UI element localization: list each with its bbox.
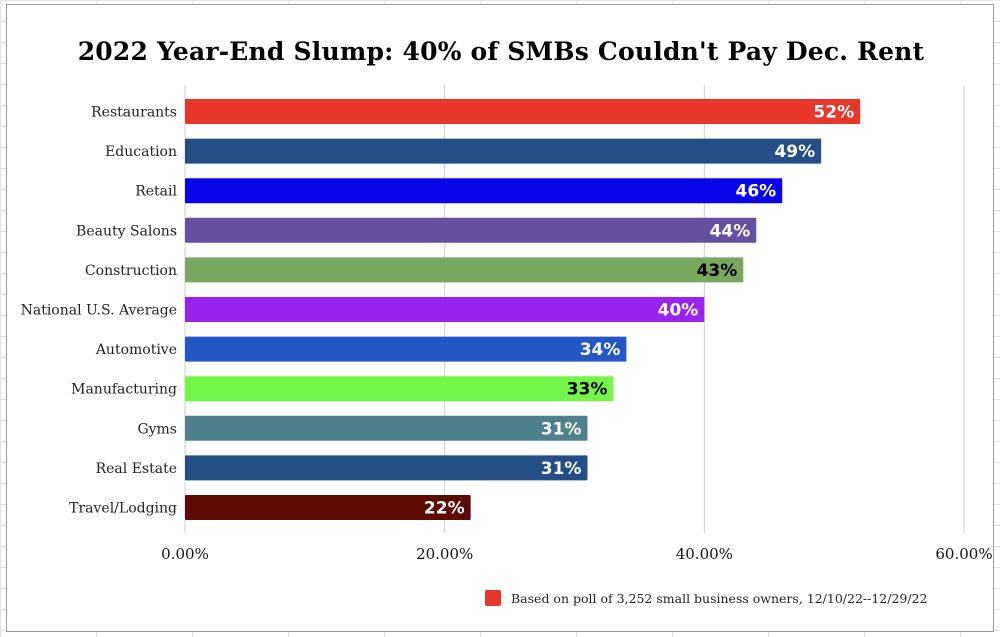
data-label: 43% bbox=[697, 261, 738, 281]
category-label: Automotive bbox=[95, 342, 177, 358]
legend: Based on poll of 3,252 small business ow… bbox=[485, 589, 928, 607]
chart-title: 2022 Year-End Slump: 40% of SMBs Couldn'… bbox=[77, 37, 925, 66]
bar bbox=[185, 455, 588, 481]
bar-chart: 0.00% 20.00% 40.00% 60.00% Restaurants 52% Edu… bbox=[21, 85, 993, 563]
bar bbox=[185, 138, 822, 164]
data-label: 33% bbox=[567, 380, 608, 400]
bar bbox=[185, 217, 757, 243]
category-label: Construction bbox=[85, 263, 177, 279]
data-label: 46% bbox=[736, 182, 777, 202]
data-label: 44% bbox=[710, 221, 751, 241]
x-tick-label: 60.00% bbox=[935, 545, 992, 563]
data-label: 31% bbox=[541, 419, 582, 439]
category-label: Beauty Salons bbox=[76, 223, 177, 239]
data-label: 31% bbox=[541, 459, 582, 479]
category-label: Manufacturing bbox=[71, 382, 177, 398]
category-label: Education bbox=[105, 144, 177, 160]
bar bbox=[185, 178, 783, 204]
x-tick-label: 40.00% bbox=[676, 545, 733, 563]
category-label: Real Estate bbox=[96, 461, 177, 477]
bar bbox=[185, 495, 471, 520]
data-label: 52% bbox=[813, 103, 854, 123]
category-label: Gyms bbox=[137, 421, 177, 437]
category-label: Travel/Lodging bbox=[69, 501, 177, 517]
legend-swatch bbox=[485, 590, 501, 606]
category-label: Retail bbox=[135, 184, 177, 200]
chart-frame[interactable]: 2022 Year-End Slump: 40% of SMBs Couldn'… bbox=[6, 4, 994, 632]
x-tick-label: 20.00% bbox=[416, 545, 473, 563]
bar bbox=[185, 99, 861, 124]
data-label: 34% bbox=[580, 340, 621, 360]
bar bbox=[185, 415, 588, 441]
category-label: National U.S. Average bbox=[21, 303, 177, 319]
bar bbox=[185, 297, 705, 322]
data-label: 49% bbox=[774, 142, 815, 162]
bar bbox=[185, 257, 744, 283]
data-label: 40% bbox=[658, 301, 699, 321]
legend-label: Based on poll of 3,252 small business ow… bbox=[511, 590, 928, 606]
category-label: Restaurants bbox=[91, 105, 177, 121]
bar bbox=[185, 336, 627, 362]
bar bbox=[185, 376, 614, 402]
x-tick-label: 0.00% bbox=[161, 545, 209, 563]
data-label: 22% bbox=[424, 499, 465, 519]
